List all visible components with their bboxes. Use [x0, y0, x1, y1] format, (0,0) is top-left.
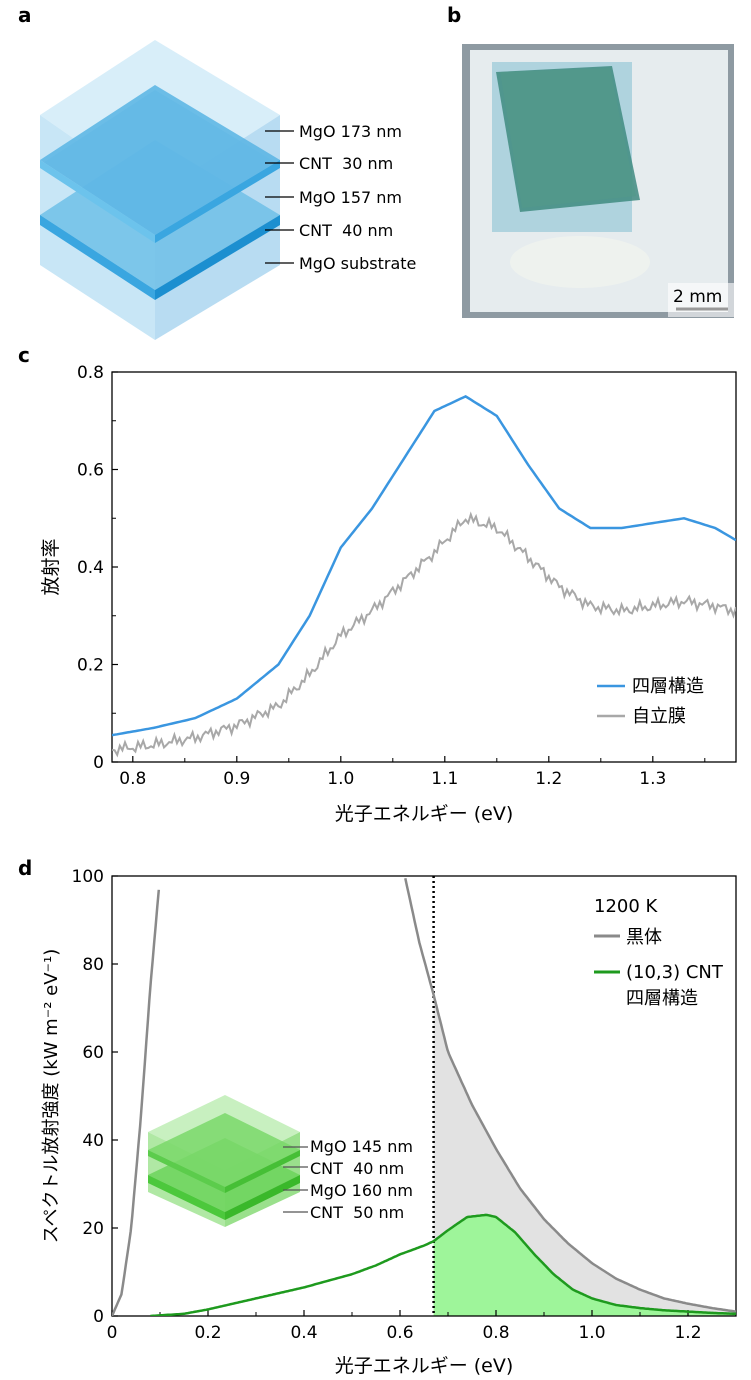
inset-layer-diagram	[148, 1095, 300, 1227]
panel-b-label: b	[447, 3, 461, 27]
x-tick-label: 1.0	[578, 1323, 605, 1343]
panel-d-label: d	[18, 856, 32, 880]
chart-c: 0.8 0.9 1.0 1.1 1.2 1.3 0 0.2 0.4 0.6 0.8 光子エネルギー …	[40, 363, 737, 825]
series-line	[112, 511, 736, 758]
x-tick-label: 0.8	[482, 1323, 509, 1343]
legend-entry: 自立膜	[632, 706, 686, 727]
chart-d: 0 0.2 0.4 0.6 0.8 1.0 1.2 0 20 40 60 80 100 光子エネルギー …	[41, 867, 737, 1377]
x-tick-label: 0.6	[386, 1323, 413, 1343]
x-tick-label: 1.3	[639, 769, 666, 789]
y-tick-label: 80	[82, 955, 104, 975]
plot-frame-c	[111, 371, 737, 763]
series-line	[112, 877, 736, 1316]
legend-entry: (10,3) CNT 四層構造	[626, 962, 724, 1009]
y-tick-label: 20	[82, 1219, 104, 1239]
y-tick-label: 0	[93, 753, 104, 773]
panel-a-label: a	[18, 3, 32, 27]
layer-label: CNT 30 nm	[299, 154, 393, 173]
x-tick-label: 0.2	[194, 1323, 221, 1343]
layer-stack-diagram	[40, 40, 280, 340]
y-tick-label: 0	[93, 1307, 104, 1327]
layer-label: MgO substrate	[299, 254, 416, 273]
inset-layer-label: MgO 160 nm	[310, 1181, 413, 1200]
y-tick-label: 60	[82, 1043, 104, 1063]
layer-label: MgO 157 nm	[299, 188, 402, 207]
legend-entry: 四層構造	[632, 676, 704, 697]
x-tick-label: 0.8	[119, 769, 146, 789]
series-line	[150, 1213, 736, 1316]
y-tick-label: 100	[72, 867, 104, 887]
sample-photo	[462, 44, 734, 318]
cnt-emission-area	[433, 1214, 736, 1316]
y-tick-label: 0.2	[77, 656, 104, 676]
x-tick-label: 1.2	[674, 1323, 701, 1343]
y-tick-label: 40	[82, 1131, 104, 1151]
x-tick-label: 1.0	[327, 769, 354, 789]
scale-bar-label: 2 mm	[673, 287, 722, 307]
x-axis-label-c: 光子エネルギー (eV)	[335, 803, 514, 825]
inset-layer-label: CNT 40 nm	[310, 1159, 404, 1178]
x-tick-label: 0.4	[290, 1323, 317, 1343]
y-tick-label: 0.8	[77, 363, 104, 383]
legend-entry: 黒体	[626, 927, 662, 948]
y-tick-label: 0.4	[77, 558, 104, 578]
x-axis-label-d: 光子エネルギー (eV)	[335, 1355, 514, 1377]
x-tick-label: 0	[107, 1323, 118, 1343]
series-line	[112, 394, 736, 737]
x-tick-label: 1.1	[431, 769, 458, 789]
y-tick-label: 0.6	[77, 461, 104, 481]
inset-layer-label: CNT 50 nm	[310, 1203, 404, 1222]
layer-label: MgO 173 nm	[299, 122, 402, 141]
x-tick-label: 1.2	[535, 769, 562, 789]
panel-c-label: c	[18, 343, 30, 367]
y-axis-label-c: 放射率	[40, 538, 62, 595]
inset-layer-label: MgO 145 nm	[310, 1137, 413, 1156]
legend-title: 1200 K	[594, 896, 659, 917]
plot-frame-d	[111, 875, 737, 1317]
layer-label: CNT 40 nm	[299, 221, 393, 240]
y-axis-label-d: スペクトル放射強度 (kW m⁻² eV⁻¹)	[41, 949, 62, 1244]
x-tick-label: 0.9	[223, 769, 250, 789]
